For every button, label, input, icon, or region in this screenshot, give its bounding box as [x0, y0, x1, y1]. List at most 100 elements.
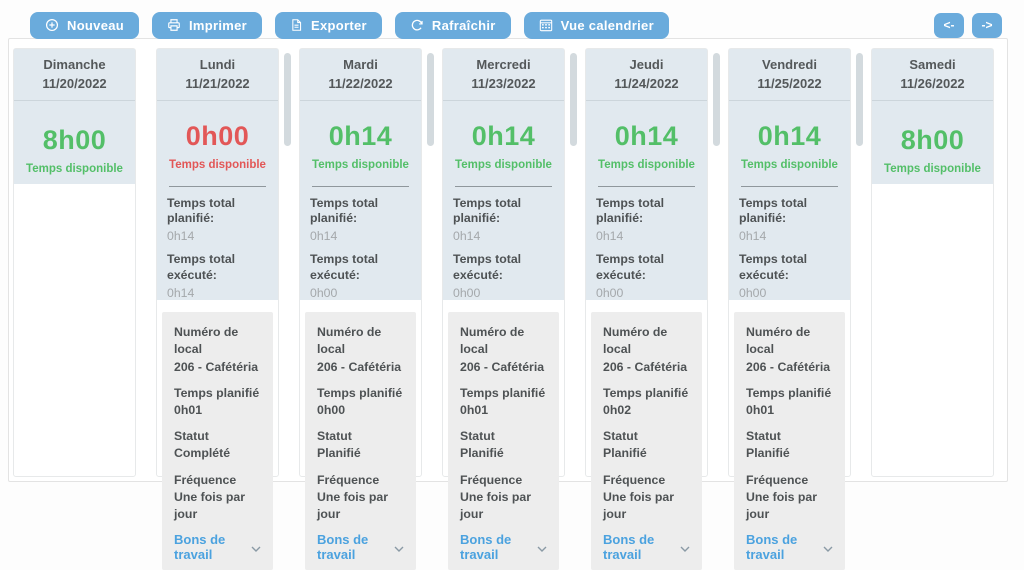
available-time: 0h00: [185, 120, 250, 151]
day-name: Mercredi: [476, 57, 531, 72]
total-planned-label: Temps total planifié:: [453, 195, 522, 226]
status-value: Planifié: [746, 446, 790, 461]
available-time-label: Temps disponible: [741, 158, 838, 171]
day-date: 11/20/2022: [42, 75, 107, 91]
day-name: Jeudi: [629, 57, 664, 72]
chevron-down-icon: [680, 540, 690, 555]
frequency-value: Une fois par jour: [317, 489, 389, 521]
chevron-down-icon: [251, 540, 261, 555]
status-value: Complété: [174, 446, 231, 461]
exporter-label: Exporter: [311, 17, 367, 33]
total-executed-label: Temps total exécuté:: [739, 252, 808, 282]
frequency-label: Fréquence: [460, 472, 523, 487]
day-summary: 0h00 Temps disponible Temps total planif…: [157, 100, 278, 301]
next-week-button[interactable]: ->: [972, 12, 1002, 38]
work-orders-link-label: Bons de travail: [174, 532, 226, 563]
room-number-label: Numéro de local: [603, 325, 668, 357]
frequency-value: Une fois par jour: [603, 489, 675, 521]
work-orders-link[interactable]: Bons de travail: [174, 532, 261, 562]
work-orders-link[interactable]: Bons de travail: [317, 532, 404, 562]
day-header: Jeudi 11/24/2022: [586, 49, 707, 101]
work-order-card: Numéro de local 206 - Cafétéria Temps pl…: [162, 312, 273, 570]
work-order-card: Numéro de local 206 - Cafétéria Temps pl…: [591, 312, 702, 570]
frequency-value: Une fois par jour: [460, 489, 532, 521]
column-scrollbar-thumb[interactable]: [284, 53, 291, 146]
chevron-down-icon: [394, 540, 404, 555]
total-executed-value: 0h00: [739, 286, 767, 301]
calendar-icon: [539, 18, 553, 32]
vue-calendrier-label: Vue calendrier: [560, 17, 654, 33]
day-summary: 8h00 Temps disponible: [872, 100, 993, 184]
total-executed-value: 0h14: [167, 286, 195, 301]
column-scrollbar-thumb[interactable]: [713, 53, 720, 146]
work-order-card: Numéro de local 206 - Cafétéria Temps pl…: [448, 312, 559, 570]
planned-time-label: Temps planifié: [746, 385, 832, 400]
nouveau-label: Nouveau: [67, 17, 125, 33]
imprimer-button[interactable]: Imprimer: [152, 11, 263, 39]
total-planned-label: Temps total planifié:: [739, 195, 808, 226]
total-planned-value: 0h14: [739, 229, 767, 244]
column-scrollbar-thumb[interactable]: [570, 53, 577, 146]
planned-time-value: 0h01: [460, 402, 489, 417]
week-navigation: <- ->: [934, 12, 1002, 38]
column-scrollbar-thumb[interactable]: [427, 53, 434, 146]
status-label: Statut: [746, 429, 781, 444]
printer-icon: [167, 18, 181, 32]
planned-time-value: 0h02: [603, 402, 632, 417]
vue-calendrier-button[interactable]: Vue calendrier: [523, 11, 669, 39]
day-date: 11/24/2022: [614, 75, 679, 91]
imprimer-label: Imprimer: [189, 17, 248, 33]
available-time-label: Temps disponible: [26, 162, 123, 175]
frequency-value: Une fois par jour: [746, 489, 818, 521]
work-orders-link-label: Bons de travail: [317, 532, 369, 563]
available-time: 8h00: [42, 124, 107, 155]
nouveau-button[interactable]: Nouveau: [30, 11, 140, 39]
total-planned-label: Temps total planifié:: [310, 195, 379, 226]
day-summary: 0h14 Temps disponible Temps total planif…: [586, 100, 707, 301]
day-column-samedi: Samedi 11/26/2022 8h00 Temps disponible: [871, 48, 994, 477]
day-date: 11/21/2022: [185, 75, 250, 91]
exporter-button[interactable]: Exporter: [275, 11, 382, 39]
day-date: 11/26/2022: [900, 75, 965, 91]
work-orders-link-label: Bons de travail: [746, 532, 798, 563]
work-orders-link[interactable]: Bons de travail: [603, 532, 690, 562]
status-label: Statut: [603, 429, 638, 444]
plus-circle-icon: [45, 18, 59, 32]
rafraichir-button[interactable]: Rafraîchir: [394, 11, 511, 39]
total-executed-value: 0h00: [310, 286, 338, 301]
summary-divider: [741, 185, 838, 187]
week-panel: Dimanche 11/20/2022 8h00 Temps disponibl…: [8, 38, 1008, 570]
day-column-jeudi: Jeudi 11/24/2022 0h14 Temps disponible T…: [585, 48, 720, 570]
work-orders-link-label: Bons de travail: [460, 532, 512, 563]
planned-time-label: Temps planifié: [317, 385, 403, 400]
total-planned-value: 0h14: [310, 229, 338, 244]
total-executed-value: 0h00: [453, 286, 481, 301]
total-executed-label: Temps total exécuté:: [310, 252, 379, 282]
rafraichir-label: Rafraîchir: [431, 17, 496, 33]
summary-divider: [312, 185, 409, 187]
day-name: Samedi: [909, 57, 956, 72]
day-header: Mardi 11/22/2022: [300, 49, 421, 101]
work-orders-link[interactable]: Bons de travail: [746, 532, 833, 562]
chevron-down-icon: [537, 540, 547, 555]
total-executed-value: 0h00: [596, 286, 624, 301]
status-value: Planifié: [460, 446, 504, 461]
day-column-vendredi: Vendredi 11/25/2022 0h14 Temps disponibl…: [728, 48, 863, 570]
total-planned-value: 0h14: [596, 229, 624, 244]
day-name: Dimanche: [43, 57, 106, 72]
planned-time-value: 0h01: [746, 402, 775, 417]
room-number-value: 206 - Cafétéria: [317, 359, 402, 374]
total-planned-label: Temps total planifié:: [167, 195, 236, 226]
work-orders-link[interactable]: Bons de travail: [460, 532, 547, 562]
work-order-card: Numéro de local 206 - Cafétéria Temps pl…: [305, 312, 416, 570]
refresh-icon: [410, 18, 424, 32]
frequency-label: Fréquence: [603, 472, 666, 487]
work-order-card: Numéro de local 206 - Cafétéria Temps pl…: [734, 312, 845, 570]
status-label: Statut: [174, 429, 209, 444]
prev-week-button[interactable]: <-: [934, 12, 964, 38]
status-label: Statut: [460, 429, 495, 444]
available-time: 8h00: [900, 124, 965, 155]
frequency-label: Fréquence: [174, 472, 237, 487]
column-scrollbar-thumb[interactable]: [856, 53, 863, 146]
total-executed-label: Temps total exécuté:: [453, 252, 522, 282]
